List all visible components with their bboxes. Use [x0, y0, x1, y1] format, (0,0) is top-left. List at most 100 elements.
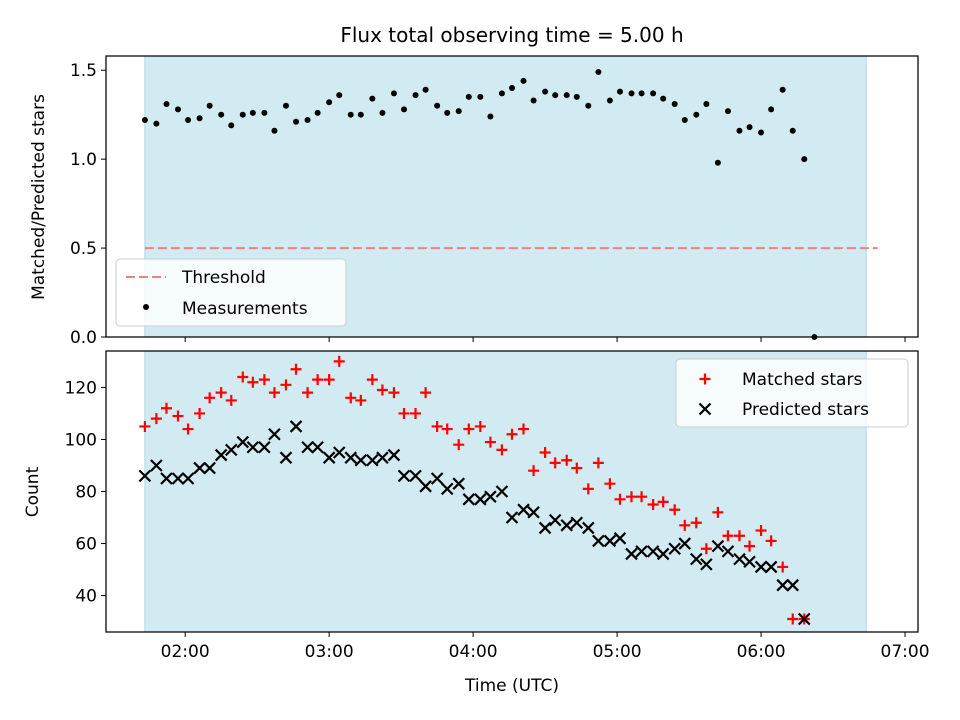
- predicted-star-point: [366, 454, 379, 467]
- matched-star-point: [215, 387, 227, 399]
- measurement-point: [477, 93, 484, 100]
- predicted-star-point: [419, 480, 432, 493]
- predicted-star-point: [193, 461, 206, 475]
- predicted-star-point: [592, 534, 605, 548]
- measurement-point: [552, 92, 559, 99]
- matched-star-point: [614, 493, 626, 505]
- measurement-point: [369, 95, 376, 102]
- matched-star-point: [582, 483, 594, 495]
- matched-star-point: [765, 535, 777, 547]
- matched-star-point: [700, 543, 712, 555]
- ratio-y-tick-label: 0.5: [70, 239, 97, 259]
- matched-star-point: [139, 420, 151, 432]
- measurement-point: [801, 156, 808, 163]
- measurement-point: [465, 93, 472, 100]
- x-tick-label: 04:00: [449, 642, 498, 662]
- predicted-star-point: [613, 532, 627, 545]
- measurement-point: [789, 127, 796, 134]
- matched-star-point: [398, 407, 410, 419]
- matched-star-point: [333, 355, 345, 367]
- predicted-star-point: [387, 448, 401, 462]
- ratio-y-tick-label: 0.0: [70, 328, 97, 348]
- measurement-point: [218, 111, 225, 118]
- measurement-point: [595, 69, 602, 76]
- ratio-axis-ticks: 0.0 0.5 1.0 1.5: [70, 61, 906, 348]
- matched-star-point: [268, 387, 280, 399]
- matched-star-point: [182, 423, 194, 435]
- measurement-point: [487, 113, 494, 120]
- x-tick-label: 02:00: [161, 642, 210, 662]
- measurement-point: [185, 117, 192, 124]
- matched-star-point: [474, 420, 486, 432]
- predicted-star-point: [203, 461, 216, 475]
- predicted-star-point: [764, 560, 778, 574]
- matched-star-point: [323, 374, 335, 386]
- measurement-point: [455, 108, 462, 115]
- predicted-star-point: [332, 446, 346, 459]
- predicted-star-point: [484, 490, 497, 503]
- measurement-point: [530, 97, 537, 104]
- matched-star-point: [506, 428, 518, 440]
- predicted-star-point: [268, 427, 281, 441]
- matched-star-point: [441, 423, 453, 435]
- measurement-point: [768, 106, 775, 113]
- predicted-star-point: [517, 503, 530, 516]
- predicted-star-point: [733, 552, 746, 566]
- predicted-star-point: [311, 440, 324, 454]
- measurement-point: [390, 90, 397, 97]
- measurement-point: [282, 102, 289, 109]
- measurement-point: [444, 109, 451, 116]
- matched-star-point: [777, 561, 789, 573]
- matched-star-point: [647, 499, 659, 511]
- counts-y-tick-label: 120: [65, 378, 97, 398]
- predicted-star-point: [603, 534, 617, 548]
- matched-star-point: [518, 423, 530, 435]
- measurement-point: [542, 88, 549, 95]
- matched-star-point: [376, 384, 388, 396]
- predicted-star-point: [344, 451, 358, 464]
- predicted-star-point: [668, 542, 681, 556]
- matched-star-point: [420, 387, 432, 399]
- measurement-point: [163, 101, 170, 108]
- matched-star-point: [571, 462, 583, 474]
- legend-matched-swatch: [699, 373, 711, 385]
- predicted-star-point: [236, 435, 250, 449]
- matched-star-point: [150, 413, 162, 425]
- matched-star-point: [388, 387, 400, 399]
- matched-star-point: [657, 496, 669, 508]
- ratio-axes-frame: [105, 55, 919, 338]
- predicted-star-point: [430, 472, 444, 485]
- predicted-star-point: [721, 545, 735, 558]
- matched-star-point: [194, 407, 206, 419]
- x-axis-label: Time (UTC): [464, 676, 559, 696]
- legend-box: [115, 258, 347, 327]
- predicted-star-point: [582, 521, 595, 535]
- measurement-point: [714, 159, 721, 166]
- matched-star-point: [787, 613, 799, 625]
- measurement-point: [434, 102, 441, 109]
- ratio-data-layer: [141, 69, 878, 340]
- measurement-point: [724, 108, 731, 115]
- legend-predicted-label: Predicted stars: [742, 400, 869, 420]
- predicted-star-point: [711, 539, 725, 553]
- matched-star-point: [453, 439, 465, 451]
- predicted-star-point: [452, 477, 466, 490]
- predicted-star-point: [538, 521, 552, 535]
- measurement-point: [347, 111, 354, 118]
- matched-star-point: [539, 446, 551, 458]
- predicted-star-point: [495, 485, 509, 498]
- measurement-point: [239, 111, 246, 118]
- measurement-point: [703, 101, 710, 108]
- legend-predicted-swatch: [698, 402, 712, 416]
- measurement-point: [196, 115, 203, 122]
- measurement-point: [357, 111, 364, 118]
- ratio-y-axis-label: Matched/Predicted stars: [29, 94, 49, 300]
- predicted-star-point: [635, 545, 648, 558]
- predicted-star-point: [160, 472, 173, 485]
- predicted-star-point: [754, 560, 768, 574]
- measurement-point: [573, 93, 580, 100]
- matched-star-point: [625, 491, 637, 503]
- matched-star-point: [258, 374, 270, 386]
- measurement-point: [422, 86, 429, 93]
- measurement-point: [736, 127, 743, 134]
